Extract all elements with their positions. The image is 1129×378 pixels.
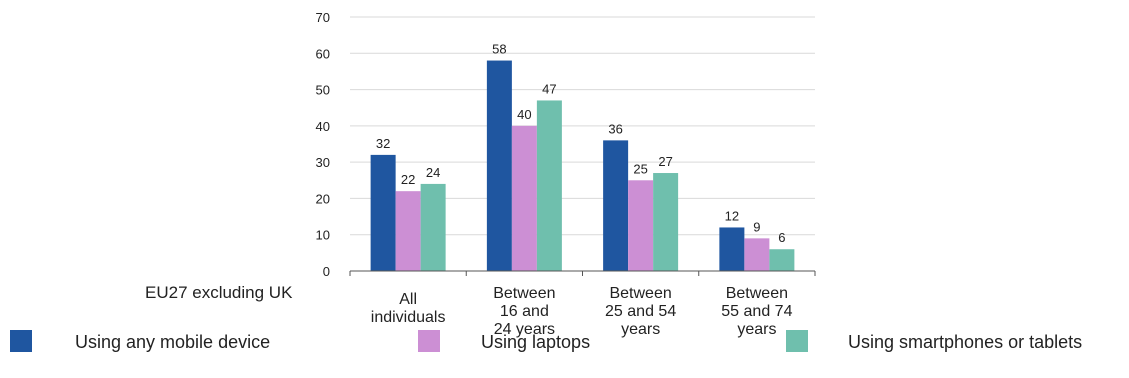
bar-1-2 xyxy=(486,60,512,271)
bar-1-1 xyxy=(370,154,396,271)
data-label: 36 xyxy=(608,121,622,136)
category-label: 16 and xyxy=(500,303,549,320)
category-label: 25 and 54 xyxy=(605,303,676,320)
bar-1-3 xyxy=(603,140,629,271)
y-tick-label: 30 xyxy=(316,155,330,170)
bar-2-4 xyxy=(744,238,770,271)
y-tick-label: 40 xyxy=(316,119,330,134)
legend-swatch xyxy=(10,330,32,352)
y-tick-label: 20 xyxy=(316,191,330,206)
data-label: 32 xyxy=(376,136,390,151)
category-label: 55 and 74 xyxy=(721,303,792,320)
y-tick-label: 60 xyxy=(316,46,330,61)
category-label: 24 years xyxy=(494,321,555,338)
bar-3-1 xyxy=(420,183,446,271)
data-label: 9 xyxy=(753,219,760,234)
category-label: All xyxy=(399,291,417,308)
group-label: EU27 excluding UK xyxy=(145,283,293,302)
data-label: 58 xyxy=(492,42,506,57)
data-label: 40 xyxy=(517,107,531,122)
data-label: 22 xyxy=(401,172,415,187)
y-tick-label: 10 xyxy=(316,228,330,243)
y-axis: 0 10 20 30 40 50 60 70 xyxy=(316,10,330,279)
data-label: 25 xyxy=(633,161,647,176)
bar-3-2 xyxy=(536,100,562,271)
legend-label: Using laptops xyxy=(481,332,590,352)
category-label: years xyxy=(737,321,776,338)
data-label: 47 xyxy=(542,81,556,96)
category-label: individuals xyxy=(371,309,446,326)
bar-2-1 xyxy=(395,191,421,271)
legend-label: Using smartphones or tablets xyxy=(848,332,1082,352)
data-label: 24 xyxy=(426,165,440,180)
legend-swatch xyxy=(786,330,808,352)
bar-2-2 xyxy=(511,125,537,271)
bars: 32 22 24 58 40 47 36 25 27 12 9 6 xyxy=(370,42,795,271)
data-label: 6 xyxy=(778,230,785,245)
data-label: 12 xyxy=(725,208,739,223)
data-label: 27 xyxy=(658,154,672,169)
y-tick-label: 70 xyxy=(316,10,330,25)
category-label: Between xyxy=(726,285,788,302)
category-label: years xyxy=(621,321,660,338)
legend-label: Using any mobile device xyxy=(75,332,270,352)
legend: Using any mobile device Using laptops Usin… xyxy=(10,330,1082,352)
y-tick-label: 50 xyxy=(316,83,330,98)
bar-3-3 xyxy=(653,173,679,271)
category-label: Between xyxy=(609,285,671,302)
category-label: Between xyxy=(493,285,555,302)
legend-swatch xyxy=(418,330,440,352)
bar-1-4 xyxy=(719,227,745,271)
y-tick-label: 0 xyxy=(323,264,330,279)
bar-3-4 xyxy=(769,249,795,271)
bar-2-3 xyxy=(628,180,654,271)
